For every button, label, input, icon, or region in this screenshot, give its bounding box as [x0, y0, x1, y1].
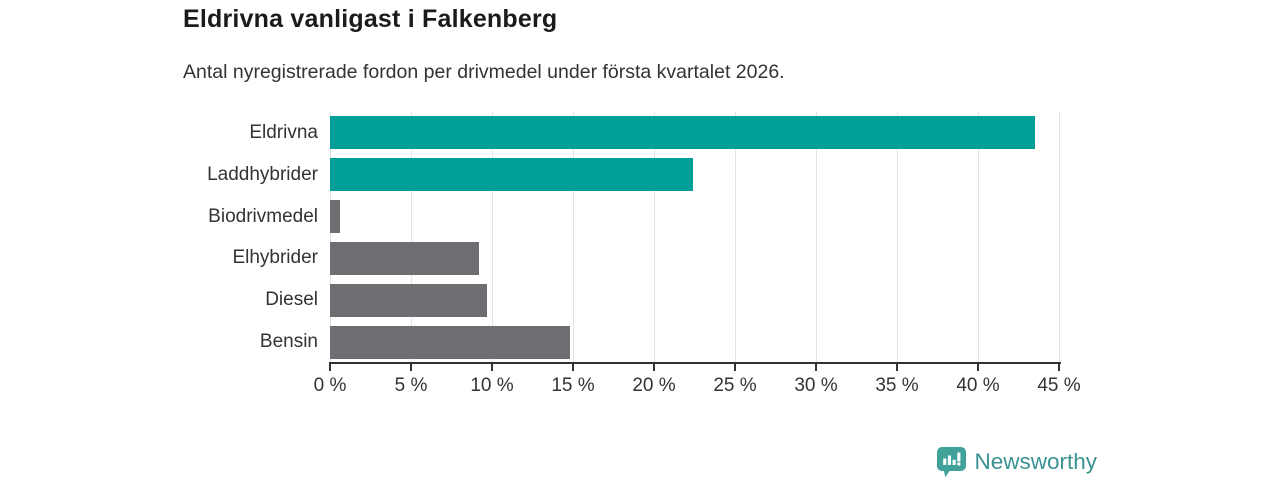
chart-title: Eldrivna vanligast i Falkenberg: [183, 5, 558, 33]
axis-tick: [734, 364, 736, 371]
category-label: Laddhybrider: [207, 163, 318, 185]
newsworthy-logo-icon: [936, 446, 967, 478]
category-label: Diesel: [265, 289, 318, 311]
axis-tick: [329, 364, 331, 371]
category-label: Eldrivna: [249, 121, 318, 143]
axis-tick: [1058, 364, 1060, 371]
gridline: [653, 112, 655, 363]
x-axis: 0 % 5 % 10 % 15 % 20 % 25 % 30 % 35 % 40 % 45 %: [314, 362, 1081, 402]
axis-tick-label: 25 %: [713, 375, 757, 396]
category-label: Biodrivmedel: [208, 205, 318, 227]
plot-area: [330, 112, 1060, 363]
axis-tick-label: 40 %: [956, 375, 1000, 396]
axis-tick-label: 5 %: [394, 375, 428, 396]
gridline: [1059, 112, 1060, 363]
gridline: [330, 112, 331, 363]
axis-tick: [410, 364, 412, 371]
brand-footer: Newsworthy: [936, 446, 1097, 478]
gridline: [573, 112, 574, 363]
bar-eldrivna: [330, 116, 1035, 150]
bar-biodrivmedel: [330, 200, 340, 234]
bar-bensin: [330, 325, 570, 359]
brand-name: Newsworthy: [974, 449, 1097, 474]
category-label: Bensin: [259, 331, 318, 353]
axis-tick: [977, 364, 979, 371]
category-axis: Eldrivna Laddhybrider Biodrivmedel Elhybrid…: [160, 112, 318, 363]
axis-tick-label: 0 %: [313, 375, 347, 396]
gridline: [977, 112, 979, 363]
axis-tick: [491, 364, 493, 371]
category-label: Elhybrider: [232, 247, 318, 269]
gridline: [491, 112, 493, 363]
axis-tick-label: 45 %: [1037, 375, 1081, 396]
axis-tick-label: 15 %: [551, 375, 595, 396]
axis-tick-label: 10 %: [470, 375, 514, 396]
axis-tick: [653, 364, 655, 371]
axis-tick-label: 30 %: [794, 375, 838, 396]
axis-tick-label: 35 %: [875, 375, 919, 396]
gridline: [735, 112, 736, 363]
axis-tick: [572, 364, 574, 371]
axis-tick: [896, 364, 898, 371]
bar-laddhybrider: [330, 158, 693, 192]
gridline: [410, 112, 412, 363]
bar-elhybrider: [330, 241, 480, 275]
bar-diesel: [330, 283, 488, 317]
axis-tick-label: 20 %: [632, 375, 676, 396]
chart-subtitle: Antal nyregistrerade fordon per drivmede…: [183, 61, 785, 83]
gridline: [897, 112, 898, 363]
axis-tick: [815, 364, 817, 371]
gridline: [816, 112, 817, 363]
